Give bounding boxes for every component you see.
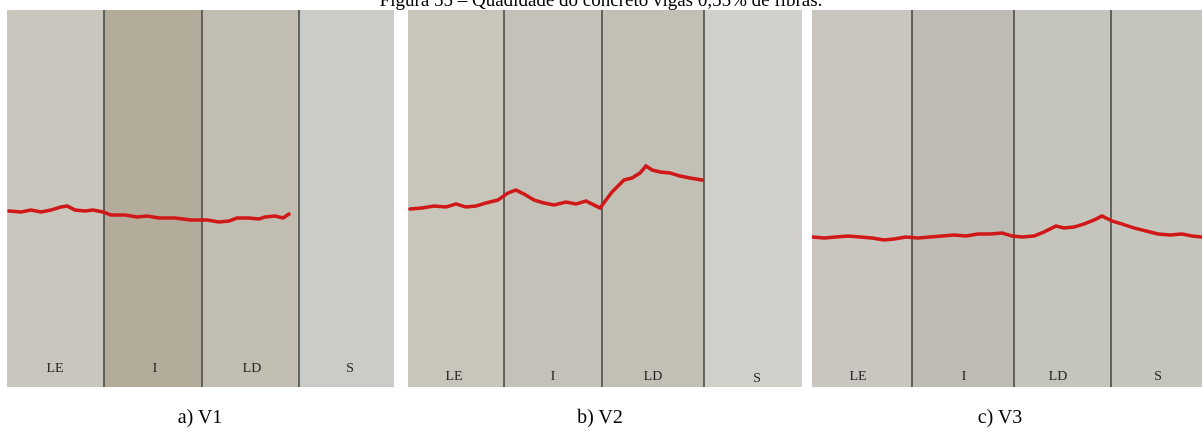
face-label-i: I [153,361,158,376]
face-s-surface [1111,10,1202,387]
crack-line [7,204,291,224]
face-divider-lines [911,10,1112,387]
face-i-surface [104,10,202,387]
face-label-ld: LD [1049,369,1068,384]
face-s-surface [299,10,394,387]
caption-v3: c) V3 [977,406,1023,428]
face-label-ld: LD [243,361,262,376]
caption-v1: a) V1 [177,406,223,428]
face-label-i: I [962,369,967,384]
figure-title: Figura 55 – Quadidade do concreto vigas … [379,0,823,11]
face-label-i: I [551,369,556,384]
beam-faces [408,10,802,387]
face-le-surface [7,10,104,387]
face-s-surface [704,10,802,387]
crack-line [408,163,704,211]
face-i-surface [912,10,1014,387]
face-ld-surface [202,10,299,387]
face-divider-lines [103,10,300,387]
face-label-s: S [1154,369,1162,384]
caption-v2: b) V2 [577,406,623,428]
face-divider-lines [503,10,705,387]
face-label-ld: LD [644,369,663,384]
crack-line [812,214,1202,242]
face-le-surface [408,10,504,387]
face-label-le: LE [46,361,63,376]
beam-photo-v3: LE I LD S [812,10,1202,387]
face-label-s: S [753,371,761,386]
face-le-surface [812,10,912,387]
face-i-surface [504,10,602,387]
beam-photo-v2: LE I LD S [408,10,802,387]
face-ld-surface [602,10,704,387]
face-label-s: S [346,361,354,376]
beam-faces [7,10,394,387]
beam-photo-v1: LE I LD S [7,10,394,387]
face-label-le: LE [849,369,866,384]
beam-faces [812,10,1202,387]
face-ld-surface [1014,10,1111,387]
face-label-le: LE [445,369,462,384]
